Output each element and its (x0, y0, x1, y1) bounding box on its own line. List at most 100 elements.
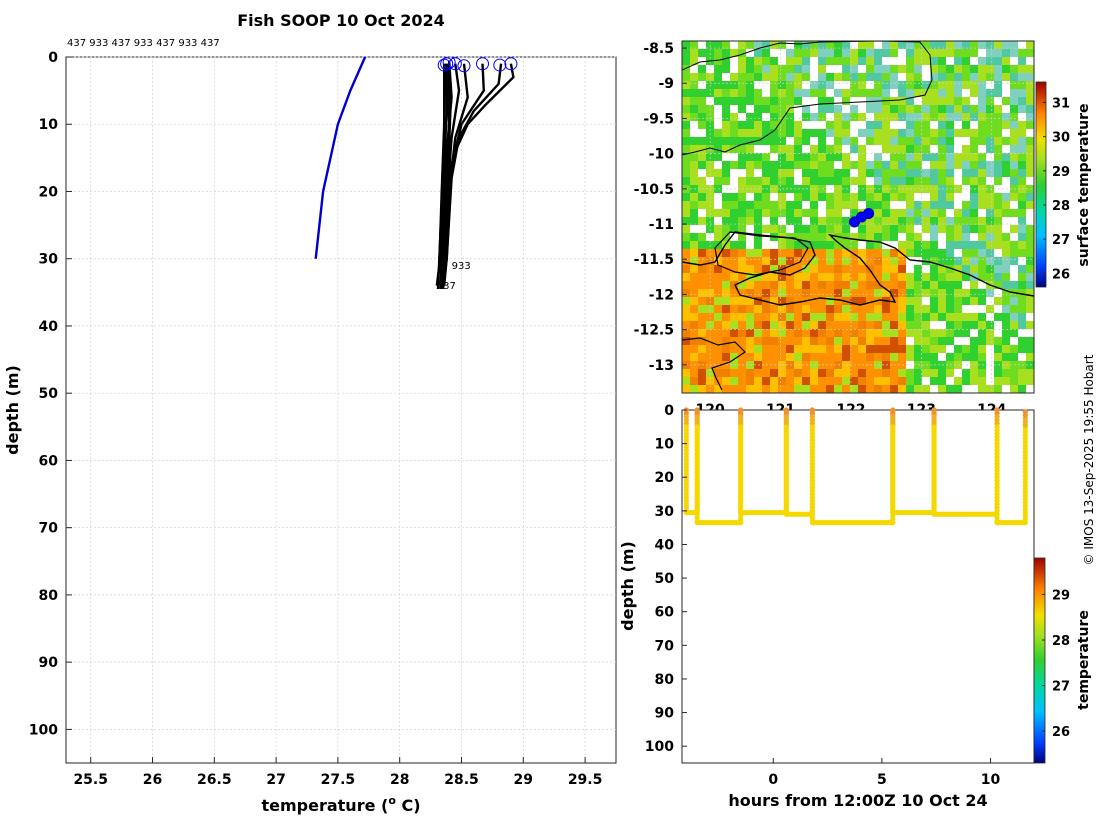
sst-pixel (874, 241, 882, 249)
sst-pixel (738, 137, 746, 145)
sst-pixel (778, 153, 786, 161)
sst-pixel (906, 345, 914, 353)
sst-pixel (698, 377, 706, 385)
sst-pixel (898, 353, 906, 361)
sst-pixel (946, 241, 954, 249)
sst-pixel (682, 65, 690, 73)
sst-pixel (1026, 225, 1034, 233)
sst-pixel (850, 145, 858, 153)
sst-pixel (874, 209, 882, 217)
sst-pixel (1026, 345, 1034, 353)
sst-pixel (762, 353, 770, 361)
sst-pixel (762, 321, 770, 329)
sst-pixel (1002, 193, 1010, 201)
sst-pixel (898, 65, 906, 73)
sst-pixel (866, 249, 874, 257)
sst-pixel (826, 153, 834, 161)
sst-pixel (802, 97, 810, 105)
sst-pixel (714, 249, 722, 257)
sst-pixel (874, 193, 882, 201)
sst-pixel (746, 281, 754, 289)
sst-pixel (1018, 281, 1026, 289)
sst-pixel (866, 65, 874, 73)
sst-pixel (890, 113, 898, 121)
sst-pixel (698, 385, 706, 393)
sst-pixel (698, 193, 706, 201)
sst-field (682, 41, 1034, 393)
sst-pixel (818, 337, 826, 345)
sst-pixel (906, 241, 914, 249)
sst-pixel (778, 97, 786, 105)
sst-pixel (1010, 241, 1018, 249)
sst-pixel (1018, 169, 1026, 177)
sst-pixel (698, 169, 706, 177)
sst-pixel (890, 217, 898, 225)
sst-pixel (874, 233, 882, 241)
sst-pixel (698, 209, 706, 217)
sst-pixel (778, 385, 786, 393)
sst-pixel (842, 169, 850, 177)
sst-pixel (810, 337, 818, 345)
sst-pixel (1018, 369, 1026, 377)
sst-pixel (882, 145, 890, 153)
sst-pixel (842, 233, 850, 241)
sst-pixel (978, 177, 986, 185)
sst-pixel (778, 353, 786, 361)
sst-pixel (794, 153, 802, 161)
surface-marker (457, 59, 471, 73)
sst-pixel (978, 121, 986, 129)
sst-pixel (922, 81, 930, 89)
sst-pixel (994, 153, 1002, 161)
sst-pixel (1026, 353, 1034, 361)
sst-pixel (842, 145, 850, 153)
sst-pixel (738, 145, 746, 153)
sst-pixel (842, 137, 850, 145)
sst-pixel (914, 225, 922, 233)
sst-pixel (682, 329, 690, 337)
sst-pixel (1010, 105, 1018, 113)
sst-pixel (890, 169, 898, 177)
sst-pixel (802, 233, 810, 241)
sst-pixel (986, 289, 994, 297)
sst-pixel (690, 369, 698, 377)
sst-pixel (874, 65, 882, 73)
sst-pixel (882, 233, 890, 241)
sst-pixel (1010, 249, 1018, 257)
sst-pixel (738, 233, 746, 241)
sst-pixel (850, 57, 858, 65)
sst-pixel (834, 57, 842, 65)
sst-pixel (874, 313, 882, 321)
sst-pixel (786, 121, 794, 129)
sst-pixel (778, 369, 786, 377)
sst-pixel (794, 257, 802, 265)
sst-pixel (986, 217, 994, 225)
sst-pixel (842, 281, 850, 289)
sst-pixel (962, 337, 970, 345)
sst-pixel (898, 305, 906, 313)
sst-pixel (778, 81, 786, 89)
sst-pixel (762, 137, 770, 145)
sst-pixel (850, 265, 858, 273)
sst-pixel (858, 289, 866, 297)
sst-pixel (698, 297, 706, 305)
sst-pixel (818, 97, 826, 105)
profile-cast-label: 437 (437, 281, 456, 292)
sst-pixel (826, 105, 834, 113)
sst-pixel (826, 129, 834, 137)
sst-pixel (978, 233, 986, 241)
sst-pixel (858, 177, 866, 185)
sst-pixel (738, 177, 746, 185)
sst-pixel (874, 81, 882, 89)
sst-pixel (898, 321, 906, 329)
sst-pixel (690, 345, 698, 353)
sst-pixel (866, 169, 874, 177)
sst-pixel (866, 193, 874, 201)
sst-pixel (1026, 329, 1034, 337)
sst-pixel (714, 49, 722, 57)
sst-pixel (746, 337, 754, 345)
sst-pixel (986, 129, 994, 137)
sst-pixel (818, 41, 826, 49)
sst-pixel (810, 385, 818, 393)
sst-pixel (986, 273, 994, 281)
